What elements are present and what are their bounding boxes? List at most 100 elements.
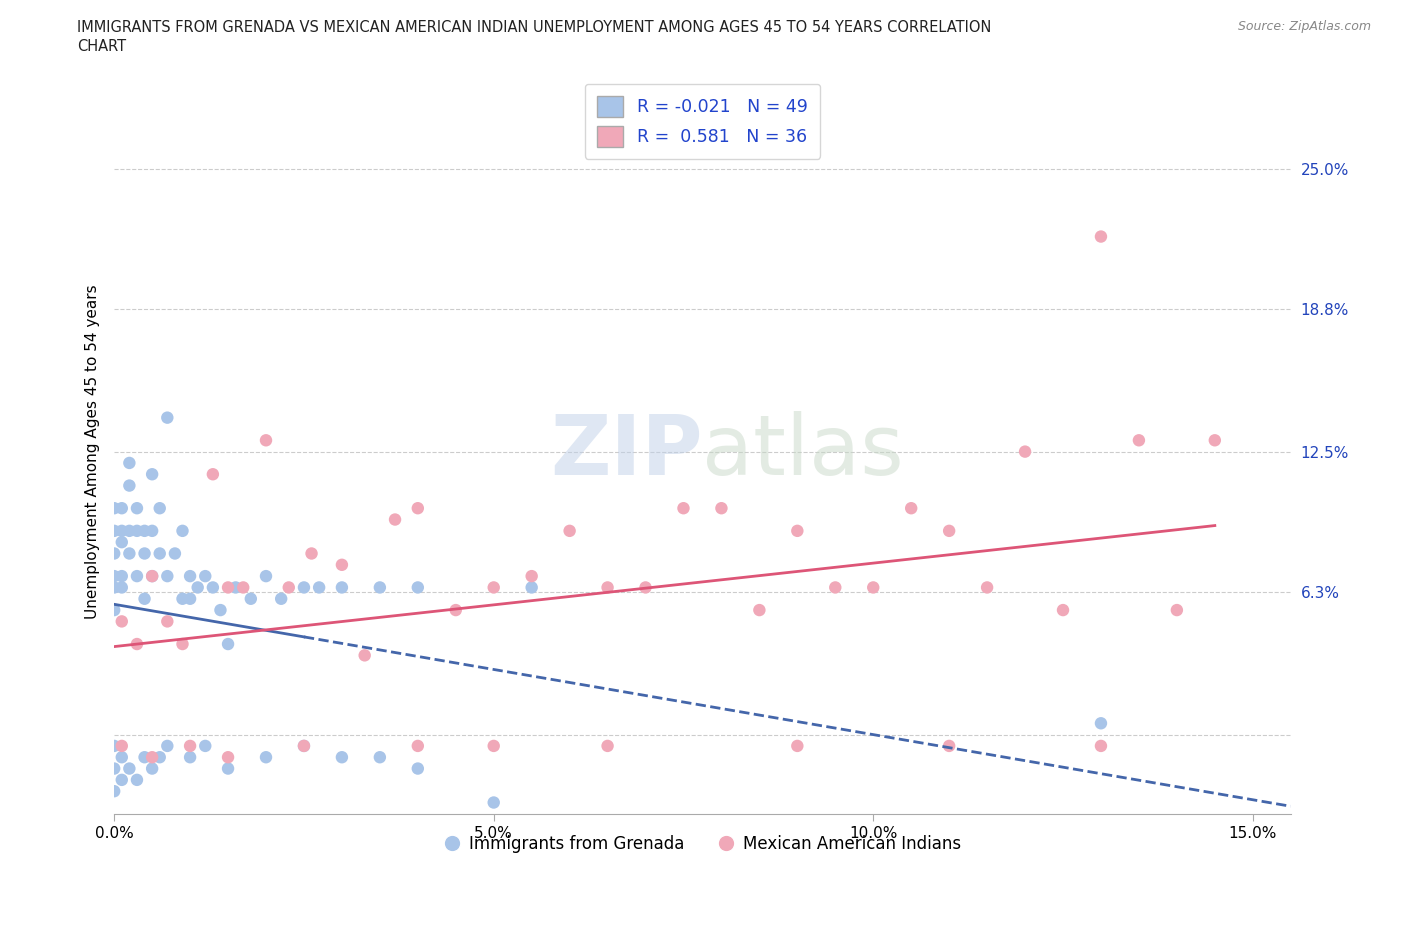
Point [125,524,148,538]
Point [634,580,657,595]
Point [254,568,277,583]
Legend: Immigrants from Grenada, Mexican American Indians: Immigrants from Grenada, Mexican America… [437,829,967,860]
Point [156,410,179,425]
Point [103,580,125,595]
Point [134,524,156,538]
Point [149,750,172,764]
Point [187,580,209,595]
Point [156,614,179,629]
Point [482,795,505,810]
Point [672,500,695,515]
Point [134,591,156,606]
Point [156,738,179,753]
Point [111,535,134,550]
Point [118,524,141,538]
Point [482,580,505,595]
Point [368,750,391,764]
Point [384,512,406,527]
Point [103,784,125,799]
Point [141,761,163,776]
Point [862,580,884,595]
Point [520,580,543,595]
Point [163,546,186,561]
Point [1204,432,1226,447]
Text: atlas: atlas [703,411,904,492]
Point [125,500,148,515]
Point [217,580,239,595]
Point [301,546,323,561]
Point [103,524,125,538]
Point [141,467,163,482]
Point [103,500,125,515]
Point [976,580,998,595]
Point [179,568,201,583]
Point [111,773,134,788]
Point [292,580,315,595]
Point [103,761,125,776]
Point [201,467,224,482]
Point [103,568,125,583]
Y-axis label: Unemployment Among Ages 45 to 54 years: Unemployment Among Ages 45 to 54 years [86,285,100,619]
Point [194,738,217,753]
Text: CHART: CHART [77,39,127,54]
Point [111,738,134,753]
Text: Source: ZipAtlas.com: Source: ZipAtlas.com [1237,20,1371,33]
Point [938,738,960,753]
Point [254,750,277,764]
Point [141,750,163,764]
Point [444,603,467,618]
Point [179,591,201,606]
Point [710,500,733,515]
Point [118,456,141,471]
Point [786,738,808,753]
Point [125,637,148,652]
Point [1052,603,1074,618]
Point [308,580,330,595]
Point [232,580,254,595]
Point [406,580,429,595]
Point [125,568,148,583]
Point [134,546,156,561]
Point [111,524,134,538]
Point [103,546,125,561]
Point [824,580,846,595]
Point [225,580,247,595]
Point [482,738,505,753]
Point [406,761,429,776]
Point [558,524,581,538]
Point [179,738,201,753]
Point [111,568,134,583]
Point [141,568,163,583]
Point [1014,445,1036,459]
Point [748,603,770,618]
Point [149,546,172,561]
Point [111,614,134,629]
Point [277,580,299,595]
Point [172,524,194,538]
Point [111,580,134,595]
Point [217,637,239,652]
Point [1166,603,1188,618]
Point [141,568,163,583]
Point [103,603,125,618]
Point [1090,229,1112,244]
Point [217,761,239,776]
Point [103,738,125,753]
Point [201,580,224,595]
Point [172,637,194,652]
Point [406,738,429,753]
Point [111,750,134,764]
Point [172,591,194,606]
Point [1090,716,1112,731]
Point [786,524,808,538]
Point [209,603,232,618]
Point [270,591,292,606]
Point [596,580,619,595]
Point [596,738,619,753]
Point [368,580,391,595]
Point [141,524,163,538]
Point [239,591,262,606]
Point [330,580,353,595]
Point [118,761,141,776]
Point [330,750,353,764]
